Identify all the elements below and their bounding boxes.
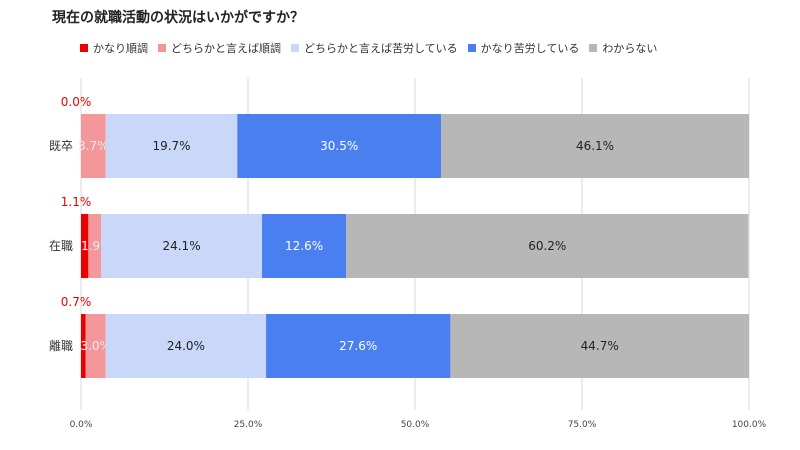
data-label: 30.5% [320,139,358,153]
legend-swatch [158,44,166,52]
bar-segment [81,114,106,178]
legend-item: かなり苦労している [467,40,580,56]
x-tick-label: 100.0% [732,420,767,430]
x-tick-label: 75.0% [568,420,597,430]
category-label: 離職 [49,339,73,353]
legend-swatch [589,44,598,52]
legend-item: かなり順調 [80,40,148,56]
legend-swatch [467,44,476,52]
x-tick-label: 25.0% [234,420,263,430]
data-label: 19.7% [152,139,190,153]
category-label: 既卒 [49,139,73,153]
data-label: 3.0% [80,339,111,353]
bar-segment [81,314,86,378]
data-label: 0.0% [61,95,92,109]
legend-item: わからない [589,40,657,56]
data-label: 46.1% [576,139,614,153]
x-tick-label: 50.0% [401,420,430,430]
legend-item: どちらかと言えば苦労している [291,40,458,56]
data-label: 44.7% [581,339,619,353]
bar-segment [450,314,749,378]
bar-segment [85,314,106,378]
bar-segment [101,214,263,278]
data-label: 24.1% [162,239,200,253]
bar-segment [81,214,89,278]
data-label: 3.7% [78,139,109,153]
bar-segment [266,314,451,378]
bar-segment [105,314,267,378]
bar-segment [237,114,442,178]
data-label: 1.1% [61,195,92,209]
legend-label: どちらかと言えば順調 [171,42,281,55]
data-label: 60.2% [528,239,566,253]
bar-segment [262,214,347,278]
bar-segment [441,114,749,178]
legend-swatch [80,44,88,52]
bar-segment [88,214,102,278]
category-label: 在職 [49,239,73,253]
legend: かなり順調 どちらかと言えば順調 どちらかと言えば苦労している かなり苦労している わか… [80,40,667,56]
legend-label: かなり苦労している [480,42,580,55]
legend-item: どちらかと言えば順調 [158,40,281,56]
bar-segment [346,214,749,278]
legend-swatch [291,44,299,52]
data-label: 0.7% [61,295,92,309]
bar-segment [105,114,238,178]
data-label: 12.6% [285,239,323,253]
legend-label: かなり順調 [93,42,148,55]
data-label: 24.0% [167,339,205,353]
data-label: 27.6% [339,339,377,353]
legend-label: どちらかと言えば苦労している [304,42,458,55]
chart-title: 現在の就職活動の状況はいかがですか？ [52,10,304,26]
x-tick-label: 0.0% [70,420,93,430]
legend-label: わからない [602,42,658,55]
